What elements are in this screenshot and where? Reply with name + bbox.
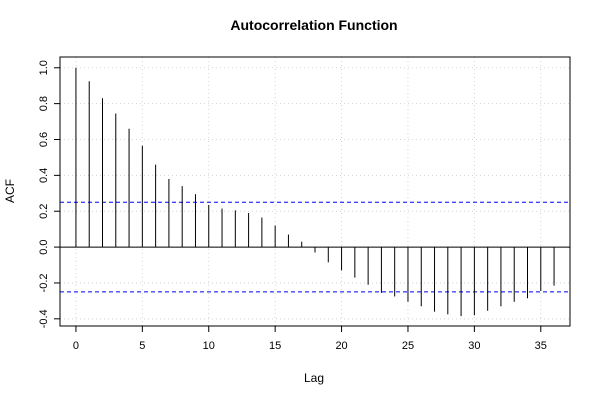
x-tick-label-30: 30 [468,340,480,352]
x-axis-label: Lag [304,371,324,385]
chart-title: Autocorrelation Function [230,17,397,33]
x-tick-label-0: 0 [73,340,79,352]
y-tick-label-2: 0.0 [38,239,50,254]
x-tick-label-5: 5 [139,340,145,352]
y-axis: -0.4 -0.2 0.0 0.2 0.4 0.6 0.8 1.0 [38,60,61,328]
y-axis-label: ACF [3,179,17,203]
y-tick-label-1: -0.2 [38,273,50,292]
y-tick-label-3: 0.2 [38,204,50,219]
y-tick-label-0: -0.4 [38,309,50,328]
x-tick-label-25: 25 [402,340,414,352]
y-tick-label-6: 0.8 [38,96,50,111]
acf-bars [60,67,570,317]
grid [60,57,570,326]
x-axis: 0 5 10 15 20 25 30 35 [73,325,547,352]
x-tick-label-35: 35 [535,340,547,352]
y-tick-label-7: 1.0 [38,60,50,75]
x-tick-label-20: 20 [335,340,347,352]
x-tick-label-10: 10 [203,340,215,352]
plot-frame [59,56,571,327]
y-tick-label-4: 0.4 [38,168,50,183]
y-tick-label-5: 0.6 [38,132,50,147]
confidence-bounds [60,201,570,293]
x-tick-label-15: 15 [269,340,281,352]
